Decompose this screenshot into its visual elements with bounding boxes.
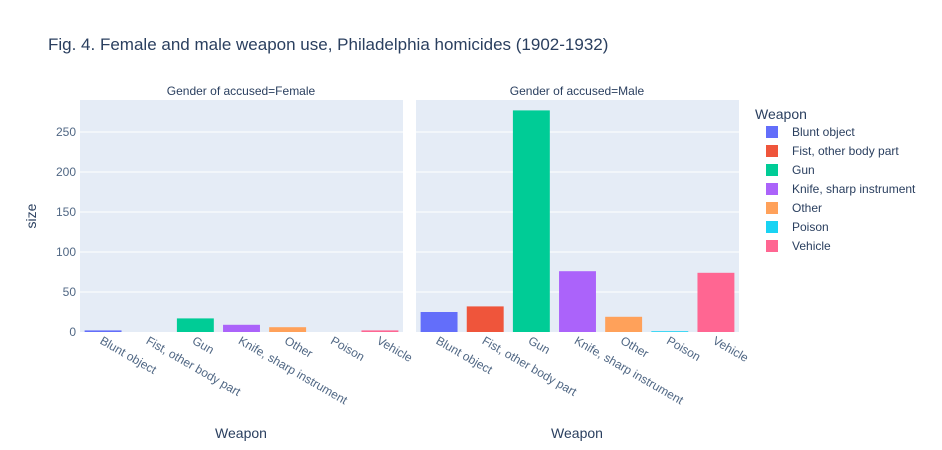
legend-swatch bbox=[766, 240, 778, 252]
legend-entry[interactable]: Knife, sharp instrument bbox=[792, 182, 916, 196]
legend-swatch bbox=[766, 183, 778, 195]
legend-title: Weapon bbox=[755, 106, 807, 122]
legend-entry[interactable]: Other bbox=[792, 201, 822, 215]
y-axis-label: size bbox=[23, 203, 39, 228]
y-tick-label: 100 bbox=[56, 245, 76, 259]
legend-entry[interactable]: Vehicle bbox=[792, 239, 831, 253]
facet-label-female: Gender of accused=Female bbox=[167, 84, 316, 98]
x-tick-label: Other bbox=[618, 333, 651, 360]
bar-blunt-object bbox=[420, 312, 458, 332]
bar-gun bbox=[176, 318, 214, 332]
bar-vehicle bbox=[361, 330, 399, 332]
x-tick-label: Poison bbox=[328, 333, 367, 363]
bar-other bbox=[269, 327, 307, 332]
legend-swatch bbox=[766, 126, 778, 138]
bar-knife-sharp-instrument bbox=[559, 271, 596, 332]
y-tick-label: 50 bbox=[63, 285, 77, 299]
y-tick-label: 200 bbox=[56, 165, 76, 179]
chart-title: Fig. 4. Female and male weapon use, Phil… bbox=[48, 35, 608, 54]
x-tick-label: Other bbox=[282, 333, 315, 360]
x-axis-label-male: Weapon bbox=[551, 425, 603, 441]
legend-entry[interactable]: Poison bbox=[792, 220, 829, 234]
bars-female bbox=[84, 318, 399, 332]
bars-male bbox=[420, 110, 735, 333]
legend-entry[interactable]: Blunt object bbox=[792, 125, 855, 139]
legend-swatch bbox=[766, 202, 778, 214]
x-tick-label: Vehicle bbox=[710, 333, 751, 365]
legend-swatch bbox=[766, 221, 778, 233]
x-tick-label: Vehicle bbox=[374, 333, 415, 365]
gridlines-female bbox=[80, 131, 403, 293]
x-tick-label: Gun bbox=[526, 333, 553, 356]
legend-swatch bbox=[766, 164, 778, 176]
bar-vehicle bbox=[697, 272, 735, 332]
y-tick-labels: 0 50 100 150 200 250 bbox=[56, 125, 76, 339]
bar-poison bbox=[651, 331, 689, 332]
x-tick-label: Gun bbox=[190, 333, 217, 356]
legend-entry[interactable]: Fist, other body part bbox=[792, 144, 899, 158]
legend-swatch bbox=[766, 145, 778, 157]
x-tick-label: Poison bbox=[664, 333, 703, 363]
y-tick-label: 150 bbox=[56, 205, 76, 219]
y-tick-label: 0 bbox=[69, 325, 76, 339]
legend: Weapon Blunt object Fist, other body part… bbox=[755, 106, 916, 253]
bar-knife-sharp-instrument bbox=[223, 324, 260, 332]
plot-area-female bbox=[80, 100, 403, 332]
bar-gun bbox=[512, 110, 550, 333]
bar-other bbox=[605, 316, 643, 332]
y-tick-label: 250 bbox=[56, 125, 76, 139]
facet-label-male: Gender of accused=Male bbox=[510, 84, 645, 98]
bar-blunt-object bbox=[84, 330, 122, 332]
bar-fist-other-body-part bbox=[466, 306, 504, 332]
x-axis-label-female: Weapon bbox=[215, 425, 267, 441]
legend-entry[interactable]: Gun bbox=[792, 163, 815, 177]
